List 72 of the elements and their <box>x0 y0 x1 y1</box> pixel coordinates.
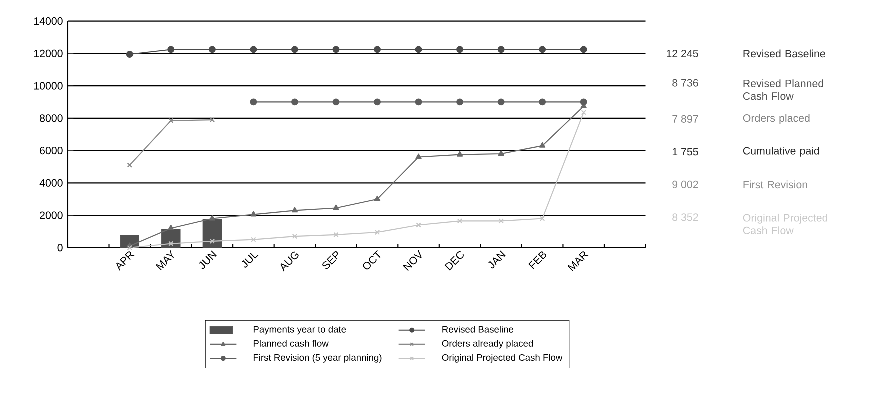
text: Cumulative paid <box>743 147 820 157</box>
point <box>456 46 464 54</box>
point <box>580 98 588 106</box>
point <box>456 98 464 106</box>
legend-label: Revised Baseline <box>442 326 514 333</box>
point <box>250 211 257 217</box>
point <box>332 98 340 106</box>
legend-label: Original Projected Cash Flow <box>442 354 563 363</box>
text: First Revision <box>744 180 808 189</box>
text: Original Projected Cash Flow <box>743 214 828 235</box>
point <box>292 234 298 240</box>
point <box>333 204 340 210</box>
y-tick-label: 14000 <box>34 18 63 26</box>
x-tick-label: SEP <box>322 252 338 270</box>
point <box>251 237 256 242</box>
y-tick-label: 8000 <box>40 114 63 122</box>
text: 12 245 <box>667 50 698 58</box>
point <box>457 218 463 224</box>
point <box>374 46 381 54</box>
point <box>292 46 298 54</box>
point <box>416 222 422 228</box>
point <box>539 98 546 106</box>
point <box>498 150 504 156</box>
point <box>498 98 505 106</box>
text: 8 352 <box>672 214 698 222</box>
point <box>374 230 380 236</box>
text: 7 897 <box>672 116 698 124</box>
point <box>168 225 174 231</box>
point <box>208 46 216 54</box>
y-tick-label: 2000 <box>40 212 63 220</box>
point <box>209 215 216 221</box>
y-tick-label: 0 <box>58 244 63 252</box>
point <box>168 118 174 124</box>
point <box>456 151 464 157</box>
point <box>168 46 175 54</box>
text: Revised Baseline <box>744 50 826 58</box>
point <box>374 98 381 106</box>
point <box>498 46 505 54</box>
y-tick-label: 12000 <box>34 50 63 58</box>
point <box>539 46 546 54</box>
point <box>374 196 381 202</box>
point <box>415 46 422 54</box>
point <box>250 46 258 54</box>
point <box>416 154 422 160</box>
point <box>498 218 504 224</box>
legend-label: Orders already placed <box>442 340 534 349</box>
point <box>210 238 216 244</box>
point <box>292 98 298 106</box>
y-tick-label: 4000 <box>40 179 63 188</box>
point <box>415 98 422 106</box>
x-tick-label: JUL <box>242 253 259 268</box>
point <box>540 216 546 222</box>
text: Revised Planned Cash Flow <box>743 80 824 100</box>
point <box>292 207 298 213</box>
legend-label: Planned cash flow <box>254 340 329 348</box>
point <box>126 51 134 58</box>
point <box>540 142 546 148</box>
y-tick-label: 10000 <box>34 82 63 90</box>
legend-label: Payments year to date <box>254 326 346 335</box>
text: 9 002 <box>672 180 698 189</box>
legend-label: First Revision (5 year planning) <box>254 354 382 363</box>
point <box>168 241 174 247</box>
point <box>250 98 258 106</box>
text: 8 736 <box>672 79 698 87</box>
text: 1 755 <box>672 148 698 156</box>
point <box>332 46 340 54</box>
x-tick-label: FEB <box>528 252 546 270</box>
text: Orders placed <box>743 114 810 124</box>
y-tick-label: 6000 <box>40 147 63 155</box>
bar <box>202 219 222 248</box>
point <box>580 46 588 54</box>
point <box>334 232 339 238</box>
